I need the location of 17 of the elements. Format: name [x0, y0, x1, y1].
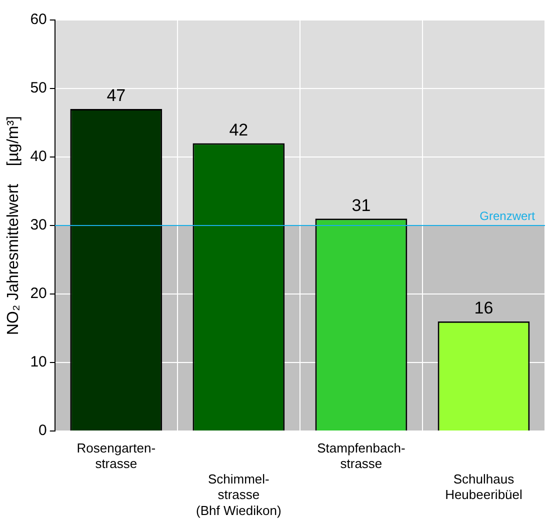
y-tick-label: 60 — [30, 11, 47, 28]
y-tick-label: 20 — [30, 285, 47, 302]
x-tick-label: Schimmel- strasse (Bhf Wiedikon) — [196, 472, 282, 518]
y-axis-title: NO₂ Jahresmittelwert [µg/m³] — [5, 116, 22, 336]
ref-line-label: Grenzwert — [480, 208, 536, 223]
y-tick-label: 10 — [30, 354, 47, 371]
data-label: 42 — [229, 120, 248, 140]
data-label: 47 — [106, 86, 126, 106]
data-label: 31 — [352, 196, 371, 215]
x-tick-label: Schulhaus Heubeeribüel — [445, 472, 523, 502]
x-tick-label: Rosengarten- strasse — [76, 440, 156, 471]
data-label: 16 — [474, 298, 494, 318]
y-tick-label: 40 — [30, 148, 47, 166]
x-tick-label: Stampfenbach- strasse — [317, 440, 406, 471]
y-tick-label: 0 — [38, 422, 47, 440]
y-tick-label: 50 — [30, 80, 47, 97]
y-tick-label: 30 — [30, 216, 47, 234]
